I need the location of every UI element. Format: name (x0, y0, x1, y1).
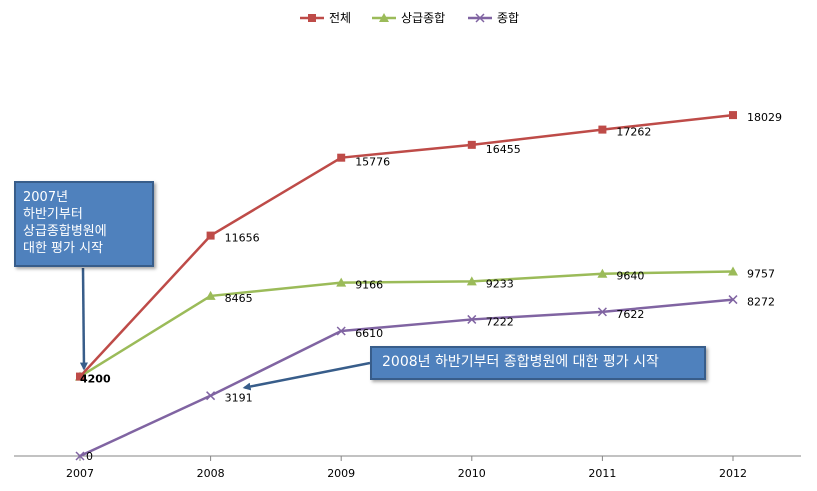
callout-2007-line-2: 하반기부터 (23, 207, 83, 222)
series-marker (75, 451, 85, 461)
data-label: 11656 (225, 232, 260, 245)
data-label: 8465 (225, 292, 253, 305)
legend-label: 종합 (497, 11, 519, 25)
data-label: 8272 (747, 296, 775, 309)
data-label: 0 (86, 450, 93, 463)
series-line-2 (79, 298, 734, 458)
callout-2008-line-1: 2008년 하반기부터 종합병원에 대한 평가 시작 (382, 354, 659, 370)
data-label: 9757 (747, 268, 775, 281)
data-label: 4200 (80, 373, 111, 386)
data-label: 3191 (225, 392, 253, 405)
series-marker (597, 268, 608, 278)
callout-2007-line-4: 대한 평가 시작 (23, 241, 104, 256)
series-marker (76, 372, 84, 381)
callout-2007-annotation: 2007년 하반기부터 상급종합병원에 대한 평가 시작 (14, 181, 154, 267)
series-marker (467, 140, 476, 149)
x-tick-label: 2007 (66, 467, 94, 480)
series-marker (337, 153, 346, 162)
series-marker (336, 326, 346, 336)
x-tick-label: 2008 (197, 467, 225, 480)
data-label: 9233 (486, 277, 514, 290)
series-marker (466, 276, 477, 286)
data-label: 18029 (747, 111, 782, 124)
series-marker (206, 231, 215, 240)
series-marker (475, 13, 485, 23)
legend-label: 전체 (329, 11, 351, 25)
data-label: 6610 (355, 327, 383, 340)
series-marker (379, 13, 389, 22)
data-label: 7622 (616, 308, 644, 321)
data-label: 16455 (486, 143, 521, 156)
series-marker (729, 111, 737, 120)
series-line-1 (79, 270, 734, 378)
x-tick-label: 2010 (458, 467, 486, 480)
series-marker (336, 277, 347, 287)
series-marker (728, 266, 738, 276)
series-marker (598, 125, 607, 134)
x-tick-label: 2012 (719, 467, 747, 480)
data-label: 15776 (355, 156, 390, 169)
callout-2007-arrow (79, 267, 88, 371)
callout-2008-annotation: 2008년 하반기부터 종합병원에 대한 평가 시작 (370, 346, 706, 380)
series-marker (467, 314, 477, 324)
x-tick-label: 2011 (588, 467, 616, 480)
series-marker (308, 14, 316, 22)
data-label: 9640 (616, 270, 644, 283)
series-marker (205, 290, 216, 300)
series-marker (728, 295, 738, 305)
data-label: 17262 (616, 126, 651, 139)
callout-2007-line-3: 상급종합병원에 (23, 224, 107, 239)
data-label: 9166 (355, 279, 383, 292)
series-line-0 (79, 113, 734, 378)
series-marker (597, 307, 607, 317)
data-label: 7222 (486, 315, 514, 328)
x-tick-label: 2009 (327, 467, 355, 480)
legend-label: 상급종합 (401, 11, 445, 25)
series-marker (206, 391, 216, 401)
callout-2007-line-1: 2007년 (23, 190, 69, 205)
callout-2008-arrow (242, 361, 371, 391)
